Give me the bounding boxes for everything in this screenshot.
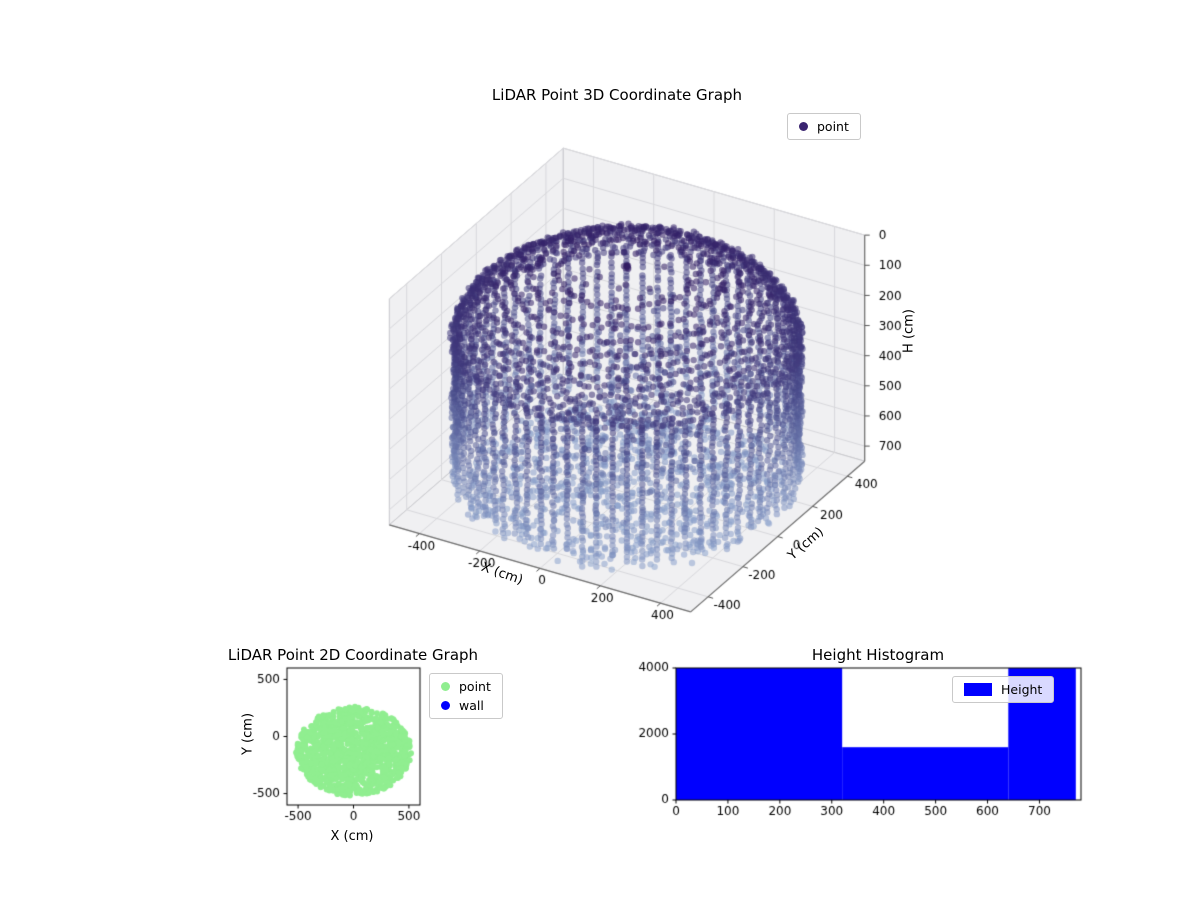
y-axis-label-2d: Y (cm) <box>240 712 256 756</box>
legend-label-point: point <box>459 679 491 694</box>
point-marker-icon <box>799 122 808 131</box>
point-marker-icon <box>441 682 450 691</box>
histogram-canvas <box>600 640 1100 840</box>
legend-label-point: point <box>817 119 849 134</box>
chart-2d-title: LiDAR Point 2D Coordinate Graph <box>227 646 479 664</box>
legend-item-height: Height <box>964 682 1042 697</box>
wall-marker-icon <box>441 701 450 710</box>
legend-histogram: Height <box>952 676 1055 703</box>
legend-label-height: Height <box>1001 682 1043 697</box>
legend-item-point: point <box>441 679 491 694</box>
plot-3d-canvas <box>330 80 950 640</box>
legend-3d: point <box>787 113 861 140</box>
legend-item-wall: wall <box>441 698 491 713</box>
legend-item-point: point <box>799 119 849 134</box>
legend-2d: point wall <box>429 673 503 719</box>
legend-label-wall: wall <box>459 698 484 713</box>
chart-3d-title: LiDAR Point 3D Coordinate Graph <box>491 86 743 104</box>
x-axis-label-2d: X (cm) <box>330 829 374 844</box>
histogram-title: Height Histogram <box>811 646 945 664</box>
h-axis-label-3d: H (cm) <box>901 309 917 353</box>
height-marker-icon <box>964 683 992 696</box>
